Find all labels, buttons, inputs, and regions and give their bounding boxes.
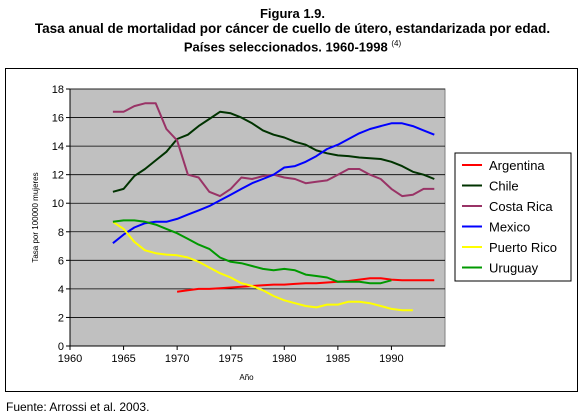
x-tick-label: 1985 [326, 353, 350, 365]
y-tick-label: 10 [52, 198, 64, 210]
figure-title: Tasa anual de mortalidad por cáncer de c… [34, 21, 551, 36]
mortality-line-chart: 0 2 4 6 8 10 12 14 16 18 1960 1965 1970 1975 1980 1985 1… [31, 84, 572, 382]
series-line-mexico [112, 122, 435, 244]
y-tick-label: 4 [58, 284, 64, 296]
y-tick-label: 18 [52, 84, 64, 96]
figure-subtitle-text: Países seleccionados. 1960-1998 [183, 39, 388, 55]
legend-label-puerto-rico: Puerto Rico [489, 240, 557, 255]
y-tick-label: 6 [58, 255, 64, 267]
y-tick-label: 14 [52, 141, 64, 153]
x-axis-title: Año [239, 373, 254, 382]
figure-source: Fuente: Arrossi et al. 2003. [6, 400, 150, 414]
legend-box [454, 152, 572, 282]
series-line-chile [112, 110, 435, 193]
legend-label-mexico: Mexico [489, 220, 530, 235]
y-tick-label: 12 [52, 170, 64, 182]
y-tick-label: 16 [52, 113, 64, 125]
x-tick-label: 1965 [111, 353, 135, 365]
x-tick-label: 1990 [379, 353, 403, 365]
y-tick-label: 8 [58, 227, 64, 239]
legend-label-argentina: Argentina [489, 158, 545, 173]
figure-subtitle: Países seleccionados. 1960-1998 (4) [0, 36, 585, 54]
figure-number: Figura 1.9. [259, 6, 326, 21]
legend-label-costa-rica: Costa Rica [489, 199, 553, 214]
plot-area [69, 88, 446, 347]
series-line-puerto-rico [112, 220, 413, 312]
figure-reference: (4) [391, 39, 402, 48]
y-axis-title: Tasa por 100000 mujeres [31, 172, 40, 262]
legend-label-uruguay: Uruguay [489, 261, 539, 276]
y-tick-label: 2 [58, 312, 64, 324]
series-line-uruguay [112, 219, 392, 285]
x-tick-label: 1960 [58, 353, 82, 365]
legend-label-chile: Chile [489, 179, 519, 194]
x-tick-label: 1975 [218, 353, 242, 365]
y-tick-label: 0 [58, 341, 64, 353]
chart-frame: 0 2 4 6 8 10 12 14 16 18 1960 1965 1970 1975 1980 1985 1… [5, 68, 578, 392]
x-tick-label: 1980 [272, 353, 296, 365]
x-tick-label: 1970 [165, 353, 189, 365]
figure-header: Figura 1.9. Tasa anual de mortalidad por… [0, 6, 585, 54]
series-line-argentina [176, 277, 435, 293]
